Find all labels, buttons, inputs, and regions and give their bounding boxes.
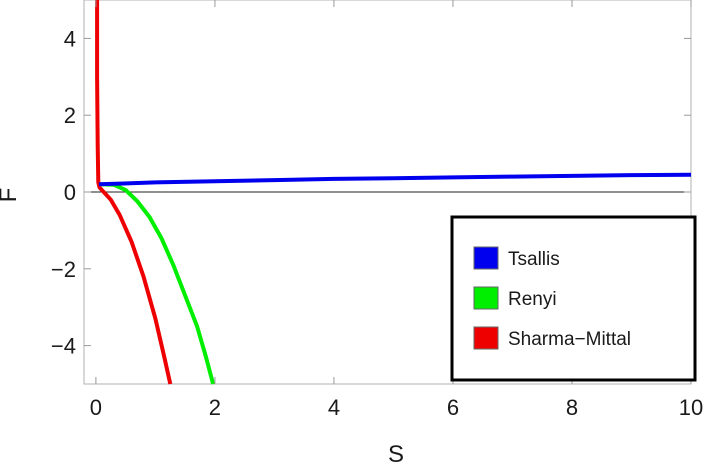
y-tick-label: 4 <box>64 26 76 51</box>
y-tick-label: 2 <box>64 103 76 128</box>
legend-label-renyi: Renyi <box>508 289 557 310</box>
legend-label-sharma-mittal: Sharma−Mittal <box>508 329 631 350</box>
x-axis-label: S <box>388 441 404 468</box>
x-tick-label: 0 <box>90 395 102 420</box>
y-tick-label: −2 <box>51 257 76 282</box>
x-tick-label: 6 <box>447 395 459 420</box>
series-line-sharma-mittal <box>95 0 173 385</box>
y-axis-label: F <box>0 188 22 203</box>
series-layer <box>95 0 692 385</box>
legend-swatch-tsallis <box>473 246 499 270</box>
tick-labels: 0 2 4 6 8 10 −4 −2 0 2 4 <box>51 26 703 420</box>
x-tick-label: 4 <box>328 395 340 420</box>
legend-label-tsallis: Tsallis <box>508 249 560 270</box>
legend-swatch-sharma-mittal <box>473 326 499 350</box>
legend: Tsallis Renyi Sharma−Mittal <box>450 215 697 382</box>
x-tick-label: 8 <box>566 395 578 420</box>
x-tick-label: 2 <box>209 395 221 420</box>
series-line-renyi <box>98 182 216 385</box>
x-tick-label: 10 <box>679 395 703 420</box>
legend-swatch-renyi <box>473 286 499 310</box>
y-tick-label: 0 <box>64 180 76 205</box>
y-tick-label: −4 <box>51 334 76 359</box>
series-line-tsallis <box>98 172 692 187</box>
